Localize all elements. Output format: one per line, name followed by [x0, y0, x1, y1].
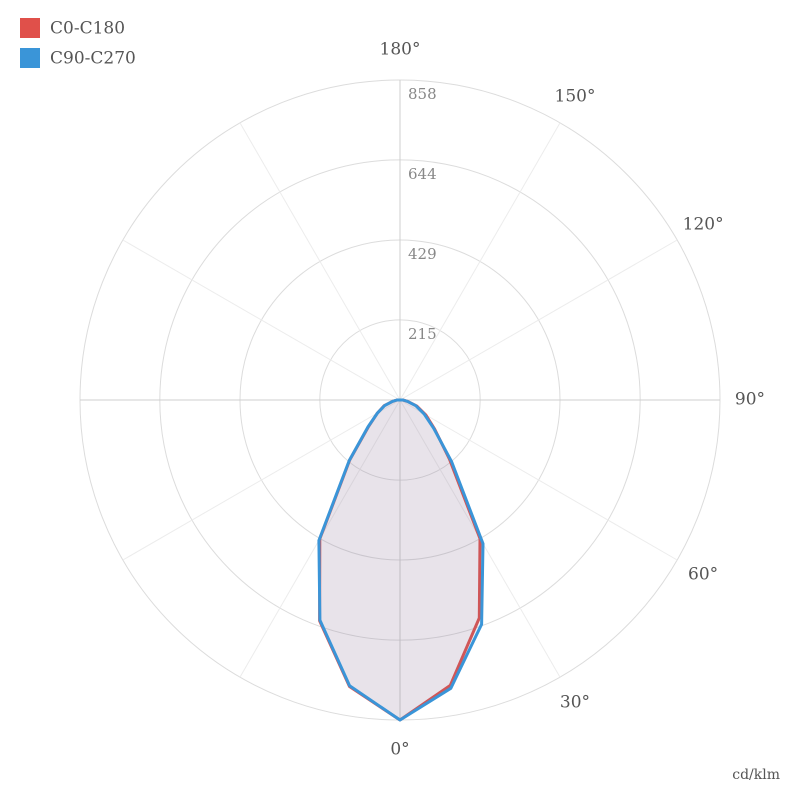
series-area: [318, 400, 483, 720]
r-tick-label: 644: [408, 165, 437, 183]
legend-label: C0-C180: [50, 19, 125, 39]
grid-spoke: [122, 239, 401, 401]
grid-spoke: [122, 399, 401, 561]
angle-tick-label: 90°: [735, 390, 765, 410]
unit-label: cd/klm: [732, 767, 780, 783]
angle-tick-label: 60°: [688, 565, 718, 585]
r-tick-label: 429: [408, 245, 437, 263]
angle-tick-label: 150°: [555, 86, 596, 106]
angle-tick-label: 30°: [560, 693, 590, 713]
legend-swatch: [20, 18, 40, 38]
legend-swatch: [20, 48, 40, 68]
grid-spoke: [239, 122, 401, 401]
angle-tick-label: 180°: [380, 40, 421, 60]
r-tick-label: 215: [408, 325, 437, 343]
angle-tick-label: 120°: [683, 215, 724, 235]
series-line: [317, 398, 485, 722]
grid-spoke: [399, 399, 678, 561]
legend-label: C90-C270: [50, 49, 136, 69]
series-area: [319, 400, 480, 720]
r-tick-label: 858: [408, 85, 437, 103]
angle-tick-label: 0°: [390, 740, 409, 760]
grid-spoke: [399, 122, 561, 401]
grid-spoke: [399, 239, 678, 401]
